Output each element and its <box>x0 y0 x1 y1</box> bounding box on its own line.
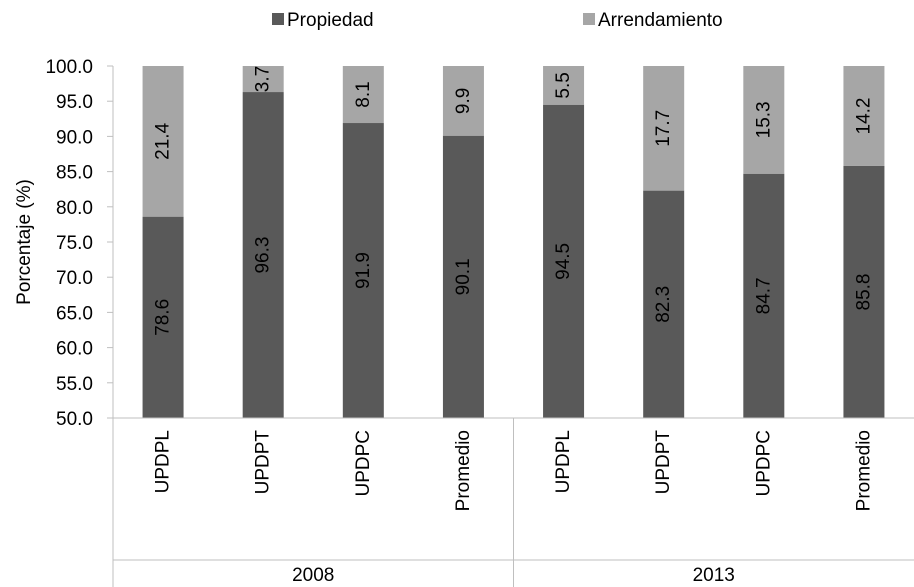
bar-propiedad <box>142 216 184 418</box>
data-label-arrendamiento: 9.9 <box>453 88 474 114</box>
y-tick-label: 60.0 <box>56 339 93 360</box>
y-tick-label: 55.0 <box>56 374 93 395</box>
x-tick-label: UPDPL <box>153 430 174 493</box>
x-tick-label: Promedio <box>853 430 874 511</box>
y-tick-label: 65.0 <box>56 303 93 324</box>
bar-propiedad <box>442 135 484 419</box>
y-tick-label: 100.0 <box>45 57 93 78</box>
y-tick-label: 95.0 <box>56 92 93 113</box>
bars <box>142 66 885 419</box>
data-label-propiedad: 94.5 <box>553 243 574 280</box>
y-tick-label: 75.0 <box>56 233 93 254</box>
data-label-arrendamiento: 5.5 <box>553 72 574 98</box>
bar-arrendamiento <box>843 66 885 166</box>
bar-arrendamiento <box>242 66 284 93</box>
x-tick-label: UPDPL <box>553 430 574 493</box>
y-axis: 50.0 55.0 60.0 65.0 70.0 75.0 80.0 85.0 90.0 95.0… <box>45 57 113 430</box>
data-label-propiedad: 82.3 <box>653 286 674 323</box>
data-label-propiedad: 90.1 <box>453 258 474 295</box>
bar-arrendamiento <box>643 66 685 191</box>
y-tick-label: 85.0 <box>56 163 93 184</box>
legend-label-propiedad: Propiedad <box>287 10 374 31</box>
y-tick-label: 50.0 <box>56 409 93 430</box>
group-label: 2008 <box>292 565 334 586</box>
bar-propiedad <box>543 104 585 418</box>
bar-arrendamiento <box>743 66 785 174</box>
x-axis: 2008 2013 UPDPL UPDPT UPDPC Promedio UPDPL UPDP… <box>112 66 914 587</box>
data-label-arrendamiento: 17.7 <box>653 110 674 147</box>
data-label-arrendamiento: 14.2 <box>853 97 874 134</box>
data-label-propiedad: 78.6 <box>153 299 174 336</box>
legend: Propiedad Arrendamiento <box>272 10 723 31</box>
x-tick-label: UPDPC <box>753 430 774 497</box>
group-label: 2013 <box>693 565 735 586</box>
y-tick-label: 90.0 <box>56 127 93 148</box>
data-label-propiedad: 91.9 <box>353 252 374 289</box>
data-label-propiedad: 85.8 <box>853 273 874 310</box>
data-label-arrendamiento: 8.1 <box>353 81 374 107</box>
data-label-propiedad: 96.3 <box>253 237 274 274</box>
data-label-arrendamiento: 21.4 <box>153 122 174 159</box>
y-axis-title: Porcentaje (%) <box>14 179 35 305</box>
x-tick-label: UPDPC <box>353 430 374 497</box>
bar-propiedad <box>743 173 785 418</box>
x-tick-label: UPDPT <box>653 430 674 495</box>
bar-arrendamiento <box>543 66 585 105</box>
legend-label-arrendamiento: Arrendamiento <box>598 10 723 31</box>
x-tick-label: UPDPT <box>253 430 274 495</box>
y-tick-label: 80.0 <box>56 198 93 219</box>
bar-arrendamiento <box>342 66 384 124</box>
data-label-arrendamiento: 15.3 <box>753 101 774 138</box>
bar-propiedad <box>843 165 885 418</box>
bar-arrendamiento <box>142 66 184 217</box>
y-tick-label: 70.0 <box>56 268 93 289</box>
data-label-propiedad: 84.7 <box>753 277 774 314</box>
legend-swatch-propiedad <box>272 13 284 25</box>
x-tick-label: Promedio <box>453 430 474 511</box>
data-label-arrendamiento: 3.7 <box>253 66 274 92</box>
bar-propiedad <box>342 123 384 419</box>
bar-propiedad <box>242 92 284 418</box>
bar-labels: 78.6 21.4 96.3 3.7 91.9 8.1 90.1 9.9 94.5 5.5 82.3… <box>153 66 875 336</box>
legend-swatch-arrendamiento <box>583 13 595 25</box>
bar-arrendamiento <box>442 66 484 136</box>
bar-propiedad <box>643 190 685 418</box>
